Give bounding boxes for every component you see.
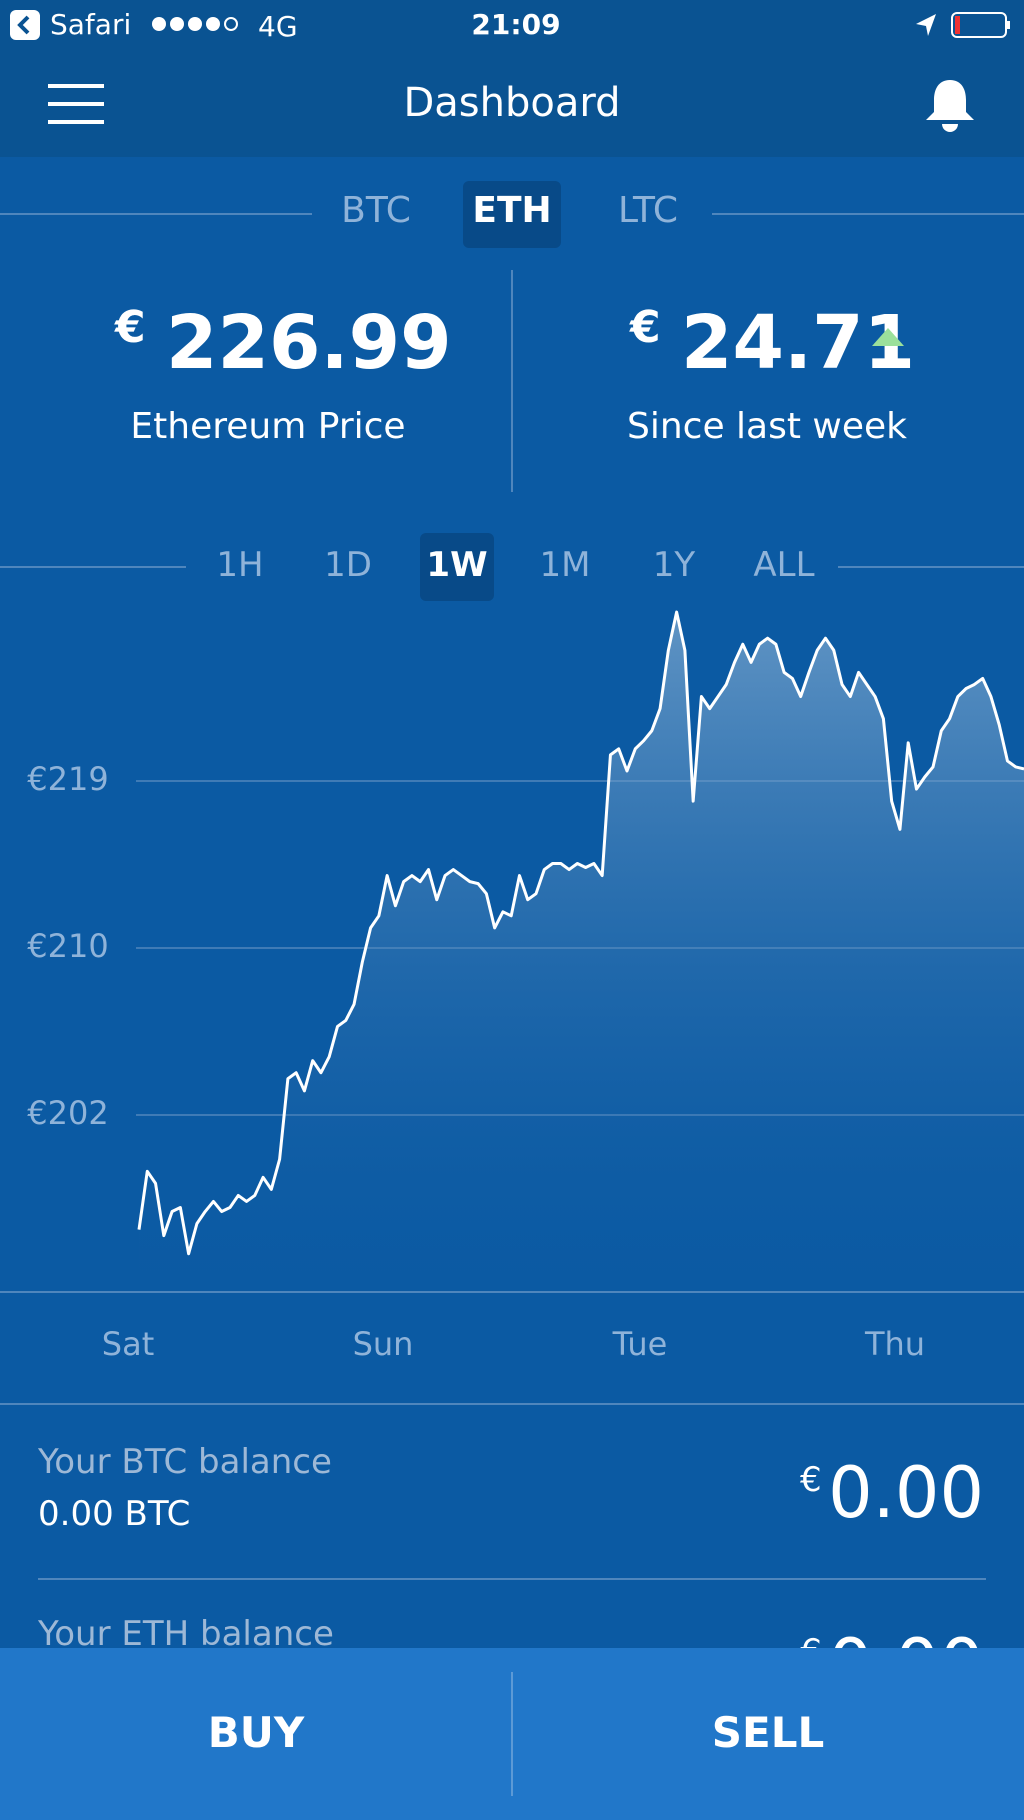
status-icons bbox=[916, 12, 1010, 38]
range-tab[interactable]: 1H bbox=[216, 545, 264, 585]
buy-button[interactable]: BUY bbox=[207, 1708, 305, 1757]
range-tab[interactable]: 1W bbox=[426, 545, 488, 585]
range-tab[interactable]: 1M bbox=[539, 545, 591, 585]
change-label: Since last week bbox=[626, 406, 908, 447]
y-tick-label: €210 bbox=[27, 927, 108, 965]
tab-rule bbox=[838, 566, 1024, 568]
price-amount: 226.99 bbox=[166, 300, 452, 386]
coin-tab[interactable]: ETH bbox=[472, 190, 552, 231]
divider bbox=[511, 1672, 513, 1796]
balance-amount: 0.00 BTC bbox=[38, 1494, 191, 1534]
price-chart: €202 €210 €219 Sat Sun Tue Thu bbox=[0, 610, 1024, 1363]
range-tab[interactable]: 1Y bbox=[652, 545, 696, 585]
sell-button[interactable]: SELL bbox=[711, 1708, 825, 1757]
balance-rule bbox=[38, 1578, 986, 1580]
menu-icon[interactable] bbox=[48, 84, 104, 124]
balance-value: 0.00 bbox=[828, 1452, 984, 1534]
status-network: 4G bbox=[258, 10, 298, 43]
currency-sign: € bbox=[115, 302, 146, 353]
up-arrow bbox=[872, 328, 904, 346]
signal-dots bbox=[152, 17, 238, 31]
coin-tab[interactable]: BTC bbox=[341, 190, 411, 231]
currency-sign: € bbox=[630, 302, 661, 353]
balance-label: Your BTC balance bbox=[38, 1442, 332, 1482]
status-app: Safari bbox=[50, 8, 132, 41]
tab-rule bbox=[0, 213, 312, 215]
area-fill bbox=[139, 612, 1024, 1292]
y-tick-label: €219 bbox=[27, 760, 108, 798]
price-label: Ethereum Price bbox=[130, 406, 406, 447]
active-tab-bg bbox=[463, 181, 561, 248]
bell-icon[interactable] bbox=[922, 76, 978, 132]
section-rule bbox=[0, 1403, 1024, 1405]
divider bbox=[511, 270, 513, 492]
tab-rule bbox=[0, 566, 186, 568]
currency-sign: € bbox=[800, 1460, 822, 1500]
x-tick-label: Thu bbox=[864, 1325, 925, 1363]
tab-rule bbox=[712, 213, 1024, 215]
range-tab[interactable]: 1D bbox=[324, 545, 372, 585]
status-time: 21:09 bbox=[471, 8, 561, 41]
active-tab-bg bbox=[420, 533, 494, 601]
x-tick-label: Sun bbox=[353, 1325, 414, 1363]
price-line bbox=[137, 610, 1024, 1256]
range-tab[interactable]: ALL bbox=[753, 545, 815, 585]
balance-label: Your ETH balance bbox=[38, 1614, 334, 1654]
header-title: Dashboard bbox=[403, 80, 621, 126]
x-tick-label: Sat bbox=[102, 1325, 154, 1363]
x-tick-label: Tue bbox=[612, 1325, 668, 1363]
y-tick-label: €202 bbox=[27, 1094, 108, 1132]
coin-tab[interactable]: LTC bbox=[617, 190, 679, 231]
back-icon[interactable] bbox=[10, 10, 40, 40]
